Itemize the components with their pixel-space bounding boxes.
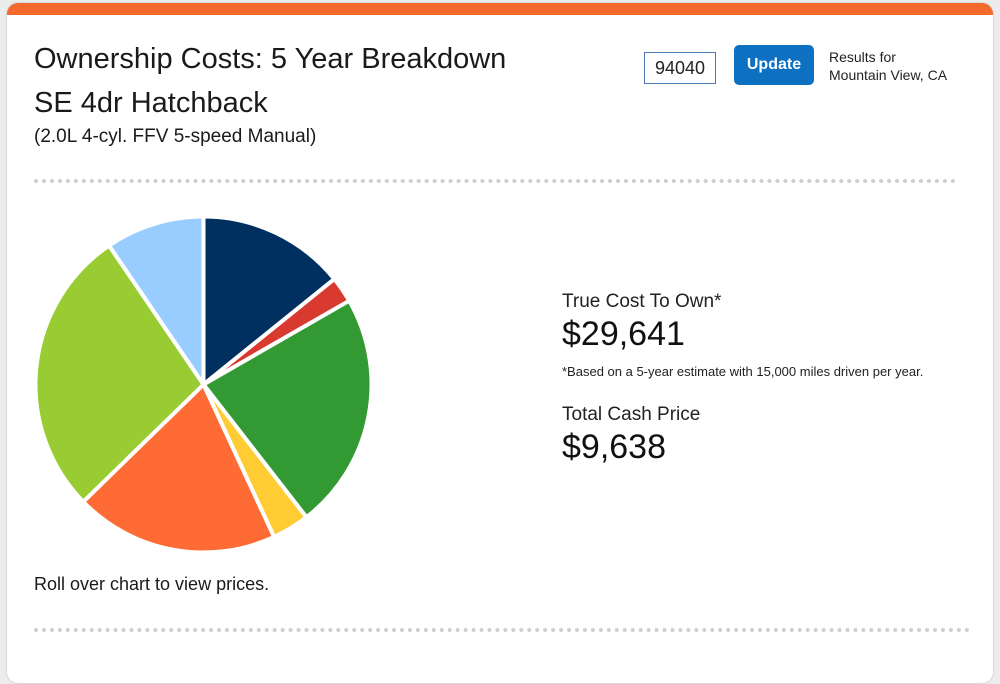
results-city: Mountain View, CA: [829, 67, 948, 83]
pie-slice-6[interactable]: [33, 243, 206, 504]
true-cost-label: True Cost To Own*: [562, 291, 722, 312]
section-divider: [34, 179, 956, 183]
cash-price-label: Total Cash Price: [562, 404, 701, 425]
results-location: Results for Mountain View, CA: [829, 48, 947, 84]
results-for-label: Results for: [829, 49, 896, 65]
estimate-footnote: *Based on a 5-year estimate with 15,000 …: [562, 364, 924, 379]
cost-breakdown-pie-chart[interactable]: [31, 212, 376, 557]
pie-slice-1[interactable]: [201, 214, 337, 387]
section-divider-bottom: [34, 628, 970, 632]
pie-slice-5[interactable]: [81, 382, 277, 555]
zip-code-input[interactable]: [644, 52, 716, 84]
true-cost-value: $29,641: [562, 315, 685, 353]
page-title: Ownership Costs: 5 Year Breakdown: [34, 43, 507, 75]
ownership-costs-card: Ownership Costs: 5 Year Breakdown SE 4dr…: [6, 2, 994, 684]
chart-hint: Roll over chart to view prices.: [34, 574, 270, 594]
vehicle-engine: (2.0L 4-cyl. FFV 5-speed Manual): [34, 126, 317, 147]
vehicle-trim: SE 4dr Hatchback: [34, 87, 268, 119]
cash-price-value: $9,638: [562, 428, 666, 466]
pie-slice-3[interactable]: [201, 298, 374, 520]
update-button[interactable]: Update: [734, 45, 814, 85]
accent-bar: [7, 3, 993, 15]
cost-summary: True Cost To Own* $29,641 *Based on a 5-…: [562, 291, 923, 467]
pie-slice-7[interactable]: [107, 214, 206, 387]
